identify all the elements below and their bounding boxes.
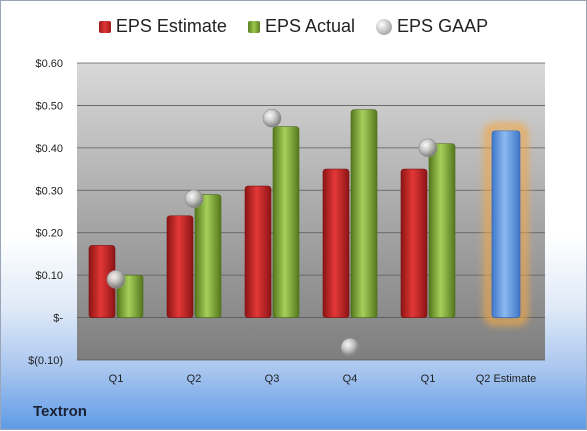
point-eps-gaap xyxy=(106,270,126,289)
point-eps-gaap xyxy=(184,189,204,209)
bar-eps-estimate xyxy=(166,215,194,318)
x-tick-label: Q2 xyxy=(187,373,202,385)
legend-swatch-gaap xyxy=(376,19,393,35)
y-tick-label: $(0.10) xyxy=(28,355,63,367)
company-name: Textron xyxy=(33,403,87,420)
bar-eps-actual xyxy=(350,109,378,318)
bar-eps-actual xyxy=(272,126,300,318)
y-tick-label: $0.40 xyxy=(35,143,63,155)
legend-label-estimate: EPS Estimate xyxy=(115,15,227,36)
legend-item-estimate: EPS Estimate xyxy=(98,15,227,37)
bar-eps-estimate xyxy=(322,168,350,318)
x-tick-label: Q4 xyxy=(343,373,358,385)
bar-eps-estimate xyxy=(400,168,428,318)
bar-eps-estimate xyxy=(244,185,272,318)
x-tick-label: Q1 xyxy=(109,373,124,385)
y-tick-label: $0.60 xyxy=(35,58,63,70)
bar-eps-actual xyxy=(194,194,222,318)
y-tick-label: $0.10 xyxy=(35,270,63,282)
y-tick-label: $0.20 xyxy=(35,228,63,240)
legend-swatch-actual xyxy=(247,21,260,33)
bar-eps-actual xyxy=(116,274,144,318)
x-tick-label: Q1 xyxy=(421,373,436,385)
point-eps-gaap xyxy=(262,108,282,128)
plot-area xyxy=(77,63,545,360)
legend: EPS Estimate EPS Actual EPS GAAP xyxy=(1,15,586,37)
legend-label-actual: EPS Actual xyxy=(264,15,356,36)
point-eps-gaap xyxy=(340,337,360,357)
legend-label-gaap: EPS GAAP xyxy=(397,15,489,36)
y-tick-label: $0.30 xyxy=(35,185,63,197)
x-tick-label: Q2 Estimate xyxy=(476,373,537,385)
forecast-glow xyxy=(484,123,528,326)
y-tick-label: $0.50 xyxy=(35,100,63,112)
bar-eps-forecast xyxy=(491,130,521,318)
point-eps-gaap xyxy=(418,138,438,158)
legend-item-gaap: EPS GAAP xyxy=(376,16,488,37)
legend-item-actual: EPS Actual xyxy=(247,15,356,37)
x-tick-label: Q3 xyxy=(265,373,280,385)
legend-swatch-estimate xyxy=(98,21,111,33)
y-tick-label: $- xyxy=(53,313,63,325)
bar-eps-actual xyxy=(428,143,456,318)
